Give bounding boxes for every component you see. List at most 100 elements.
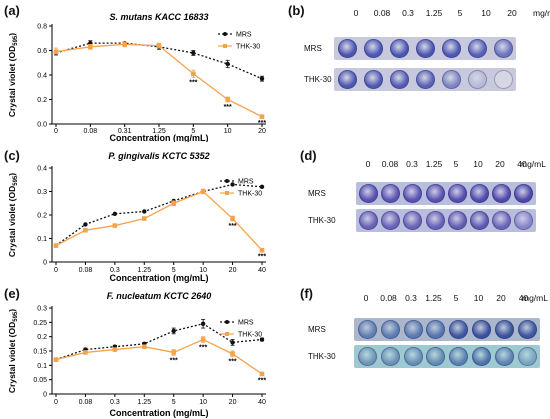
well: [416, 70, 435, 89]
y-tick-label: 0.3: [37, 306, 47, 313]
well: [380, 320, 400, 339]
significance-label: ***: [228, 223, 236, 230]
well: [364, 70, 383, 89]
row-label: THK-30: [308, 216, 336, 225]
data-point-thk30: [53, 243, 59, 248]
row-label: MRS: [308, 325, 326, 334]
concentration-label: 10: [473, 293, 484, 303]
well: [381, 184, 401, 203]
y-axis-label: Crystal violet (OD595): [7, 33, 19, 117]
concentration-label: 0: [363, 293, 369, 303]
x-tick-label: 1.25: [137, 267, 151, 274]
concentration-label: 40: [517, 159, 527, 169]
data-point-thk30: [171, 350, 177, 355]
concentration-label: 5: [453, 293, 459, 303]
well-strip: [354, 345, 540, 368]
well: [338, 70, 357, 89]
y-tick-label: 0.6: [37, 48, 47, 55]
data-point-mrs: [259, 76, 265, 81]
well: [426, 320, 446, 339]
data-point-mrs: [200, 321, 206, 326]
panel-label-e: (e): [4, 286, 20, 301]
well: [517, 347, 537, 366]
panel-label-c: (c): [4, 148, 20, 163]
concentration-label: 0.08: [381, 159, 399, 169]
concentration-unit: mg/mL: [520, 159, 546, 169]
x-tick-label: 20: [229, 267, 237, 274]
data-point-mrs: [171, 328, 176, 334]
significance-label: ***: [199, 344, 207, 351]
chart-title: F. nucleatum KCTC 2640: [107, 291, 212, 301]
series-line-thk30: [55, 190, 263, 251]
y-tick-label: 0.1: [37, 236, 47, 243]
well-strip: [356, 209, 536, 232]
series-line-mrs: [55, 183, 263, 247]
concentration-label: 5: [457, 8, 463, 18]
significance-label: ***: [170, 357, 178, 364]
well: [380, 347, 400, 366]
concentration-label: 10: [473, 159, 483, 169]
well: [426, 347, 446, 366]
x-tick-label: 0.3: [110, 399, 120, 406]
x-tick-label: 0.08: [79, 399, 93, 406]
data-point-thk30: [112, 223, 118, 228]
x-tick-label: 0: [54, 267, 58, 274]
x-tick-label: 10: [224, 128, 232, 135]
data-point-thk30: [230, 351, 235, 357]
concentration-unit: mg/mL: [533, 8, 550, 18]
x-axis-label: Concentration (mg/mL): [110, 133, 209, 142]
y-tick-label: 0.2: [37, 213, 47, 220]
y-tick-label: 0.05: [33, 377, 47, 384]
well: [494, 70, 513, 89]
well: [442, 70, 461, 89]
y-axis-label: Crystal violet (OD595): [7, 173, 19, 257]
x-axis-label: Concentration (mg/mL): [110, 273, 209, 283]
concentration-unit: mg/mL: [522, 293, 548, 303]
well: [338, 39, 357, 58]
panel-label-a: (a): [4, 3, 20, 18]
plate-image-b: 0 0.08 0.3 1.25 5 10 20 mg/mL MRS THK-30: [298, 0, 550, 140]
well: [514, 184, 534, 203]
well: [416, 39, 435, 58]
well: [472, 320, 491, 339]
well: [359, 184, 378, 203]
well: [468, 70, 487, 89]
y-tick-label: 0.2: [37, 334, 47, 341]
data-point-thk30: [259, 114, 265, 119]
well: [492, 184, 512, 203]
data-point-thk30: [83, 227, 88, 233]
concentration-label: 0.3: [405, 293, 417, 303]
data-point-thk30: [156, 43, 162, 48]
data-point-thk30: [230, 216, 235, 221]
well: [492, 211, 512, 230]
legend-marker: [223, 44, 227, 48]
data-point-mrs: [191, 50, 196, 56]
legend-label: MRS: [238, 320, 254, 327]
legend-label: MRS: [238, 179, 254, 186]
well: [425, 211, 445, 230]
well: [403, 184, 423, 203]
series-line-mrs: [55, 323, 263, 361]
panel-label-d: (d): [300, 148, 317, 163]
data-point-mrs: [142, 209, 147, 214]
x-tick-label: 20: [258, 128, 266, 135]
well: [381, 211, 401, 230]
row-label: THK-30: [308, 352, 336, 361]
data-point-mrs: [112, 211, 118, 217]
well-strip: [354, 318, 540, 341]
legend-label: THK-30: [238, 191, 262, 198]
x-tick-label: 5: [172, 267, 176, 274]
x-tick-label: 40: [258, 267, 266, 274]
y-tick-label: 0.4: [37, 166, 47, 173]
data-point-thk30: [141, 216, 147, 221]
x-tick-label: 0: [54, 128, 58, 135]
data-point-thk30: [200, 189, 206, 194]
x-tick-label: 0.08: [84, 128, 98, 135]
concentration-label: 5: [453, 159, 459, 169]
well-strip: [334, 37, 516, 60]
data-point-thk30: [83, 350, 88, 355]
data-point-thk30: [259, 371, 265, 377]
well: [358, 347, 377, 366]
plate-image-f: 0 0.08 0.3 1.25 5 10 20 40 mg/mL MRS THK-30: [298, 283, 550, 418]
significance-label: ***: [258, 377, 266, 384]
